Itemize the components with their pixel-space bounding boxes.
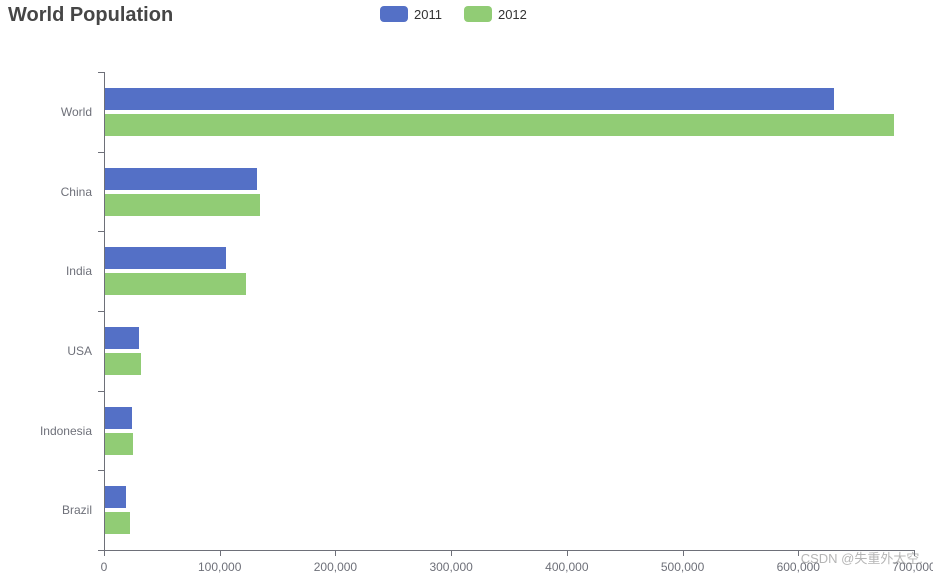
x-tick (567, 550, 568, 556)
category-label: Indonesia (2, 424, 92, 438)
x-tick-label: 200,000 (314, 560, 357, 574)
bar-2011[interactable] (105, 247, 226, 269)
legend-swatch-icon (464, 6, 492, 22)
legend: 2011 2012 (380, 6, 527, 22)
chart-root: World Population 20112012 0100,000200,00… (0, 0, 933, 587)
y-tick (98, 470, 104, 471)
y-tick (98, 152, 104, 153)
bar-2012[interactable] (105, 512, 130, 534)
category-label: World (2, 105, 92, 119)
bar-2011[interactable] (105, 486, 126, 508)
category-label: India (2, 264, 92, 278)
x-tick (798, 550, 799, 556)
y-tick (98, 72, 104, 73)
x-tick (104, 550, 105, 556)
bar-2011[interactable] (105, 327, 139, 349)
x-axis-line (104, 550, 914, 551)
bar-2011[interactable] (105, 407, 132, 429)
plot-area: 0100,000200,000300,000400,000500,000600,… (104, 72, 914, 550)
legend-item-2012[interactable]: 2012 (464, 6, 527, 22)
x-tick-label: 100,000 (198, 560, 241, 574)
bar-2012[interactable] (105, 353, 141, 375)
x-tick-label: 300,000 (429, 560, 472, 574)
y-axis-line (104, 72, 105, 550)
x-tick (683, 550, 684, 556)
category-label: USA (2, 344, 92, 358)
bar-2012[interactable] (105, 433, 133, 455)
watermark: CSDN @失重外太空. (801, 548, 923, 567)
x-tick-label: 500,000 (661, 560, 704, 574)
y-tick (98, 231, 104, 232)
bar-2012[interactable] (105, 194, 260, 216)
x-tick (220, 550, 221, 556)
legend-item-2011[interactable]: 2011 (380, 6, 442, 22)
x-tick-label: 0 (101, 560, 108, 574)
legend-label: 2012 (498, 7, 527, 22)
x-tick-label: 400,000 (545, 560, 588, 574)
y-tick (98, 391, 104, 392)
x-tick (451, 550, 452, 556)
chart-title: World Population (8, 4, 173, 27)
x-tick (335, 550, 336, 556)
bar-2012[interactable] (105, 114, 894, 136)
bar-2011[interactable] (105, 168, 257, 190)
bar-2011[interactable] (105, 88, 834, 110)
y-tick (98, 550, 104, 551)
bar-2012[interactable] (105, 273, 246, 295)
legend-swatch-icon (380, 6, 408, 22)
legend-label: 2011 (414, 7, 442, 22)
y-tick (98, 311, 104, 312)
category-label: China (2, 185, 92, 199)
category-label: Brazil (2, 503, 92, 517)
